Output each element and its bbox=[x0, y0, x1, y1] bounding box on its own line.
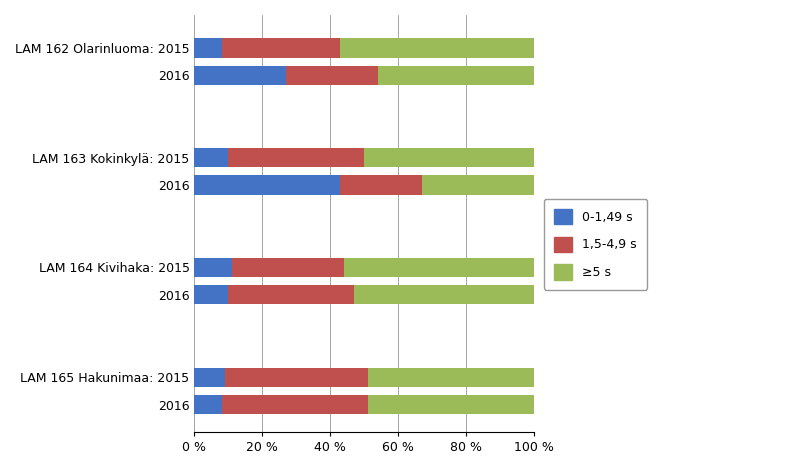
Bar bbox=[422, 175, 534, 195]
Bar bbox=[195, 66, 286, 85]
Bar bbox=[222, 38, 340, 58]
Bar bbox=[286, 66, 378, 85]
Legend: 0-1,49 s, 1,5-4,9 s, ≥5 s: 0-1,49 s, 1,5-4,9 s, ≥5 s bbox=[544, 199, 647, 290]
Bar bbox=[228, 148, 364, 167]
Bar bbox=[195, 38, 222, 58]
Bar bbox=[354, 285, 534, 304]
Bar bbox=[228, 285, 354, 304]
Bar bbox=[195, 175, 340, 195]
Bar bbox=[222, 395, 368, 414]
Bar bbox=[368, 395, 534, 414]
Bar bbox=[195, 368, 225, 387]
Bar bbox=[340, 38, 534, 58]
Bar bbox=[195, 395, 222, 414]
Bar bbox=[225, 368, 368, 387]
Bar bbox=[231, 258, 344, 277]
Bar bbox=[195, 258, 231, 277]
Bar bbox=[344, 258, 534, 277]
Bar bbox=[340, 175, 422, 195]
Bar bbox=[364, 148, 534, 167]
Bar bbox=[378, 66, 534, 85]
Bar bbox=[195, 148, 228, 167]
Bar bbox=[195, 285, 228, 304]
Bar bbox=[368, 368, 534, 387]
